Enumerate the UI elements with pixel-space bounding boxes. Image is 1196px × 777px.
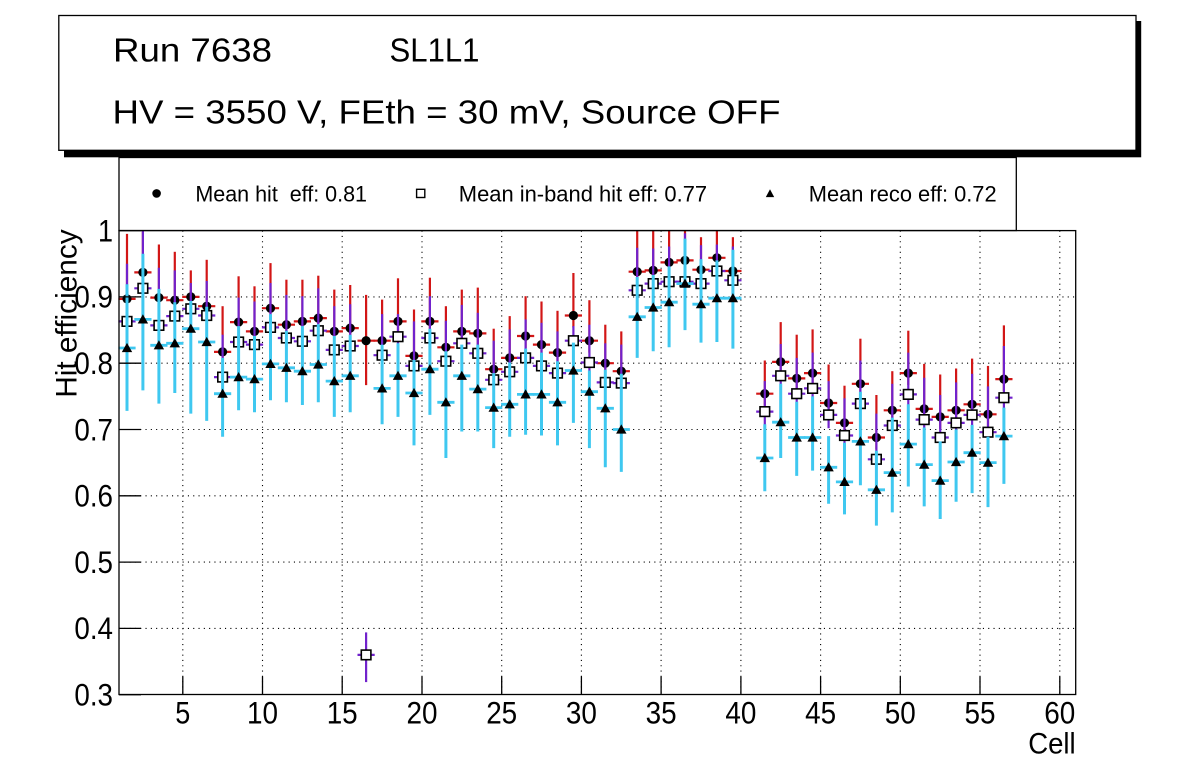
svg-text:10: 10	[247, 696, 278, 731]
svg-text:0.7: 0.7	[74, 412, 113, 447]
svg-text:0.3: 0.3	[74, 678, 113, 713]
svg-text:50: 50	[885, 696, 916, 731]
svg-text:1: 1	[98, 213, 113, 248]
svg-text:0.4: 0.4	[74, 611, 113, 646]
svg-text:20: 20	[407, 696, 438, 731]
svg-text:Run 7638: Run 7638	[113, 32, 272, 69]
svg-text:5: 5	[175, 696, 190, 731]
svg-text:0.6: 0.6	[74, 479, 113, 514]
svg-text:Cell: Cell	[1028, 728, 1076, 761]
svg-text:Mean reco eff: 0.72: Mean reco eff: 0.72	[809, 181, 997, 206]
svg-text:0.5: 0.5	[74, 545, 113, 580]
svg-text:HV = 3550 V, FEth = 30 mV, Sou: HV = 3550 V, FEth = 30 mV, Source OFF	[113, 95, 781, 132]
svg-text:35: 35	[646, 696, 677, 731]
svg-text:SL1L1: SL1L1	[390, 32, 480, 69]
svg-text:0.8: 0.8	[74, 346, 113, 381]
svg-text:25: 25	[486, 696, 517, 731]
svg-text:45: 45	[805, 696, 836, 731]
svg-text:15: 15	[327, 696, 358, 731]
svg-text:55: 55	[965, 696, 996, 731]
svg-text:Mean hit eff: 0.81: Mean hit eff: 0.81	[195, 181, 367, 206]
svg-text:60: 60	[1044, 696, 1075, 731]
svg-text:30: 30	[566, 696, 597, 731]
svg-text:40: 40	[725, 696, 756, 731]
svg-text:0.9: 0.9	[74, 280, 113, 315]
svg-text:Hit efficiency: Hit efficiency	[51, 229, 84, 398]
svg-text:Mean in-band hit eff: 0.77: Mean in-band hit eff: 0.77	[459, 181, 707, 206]
